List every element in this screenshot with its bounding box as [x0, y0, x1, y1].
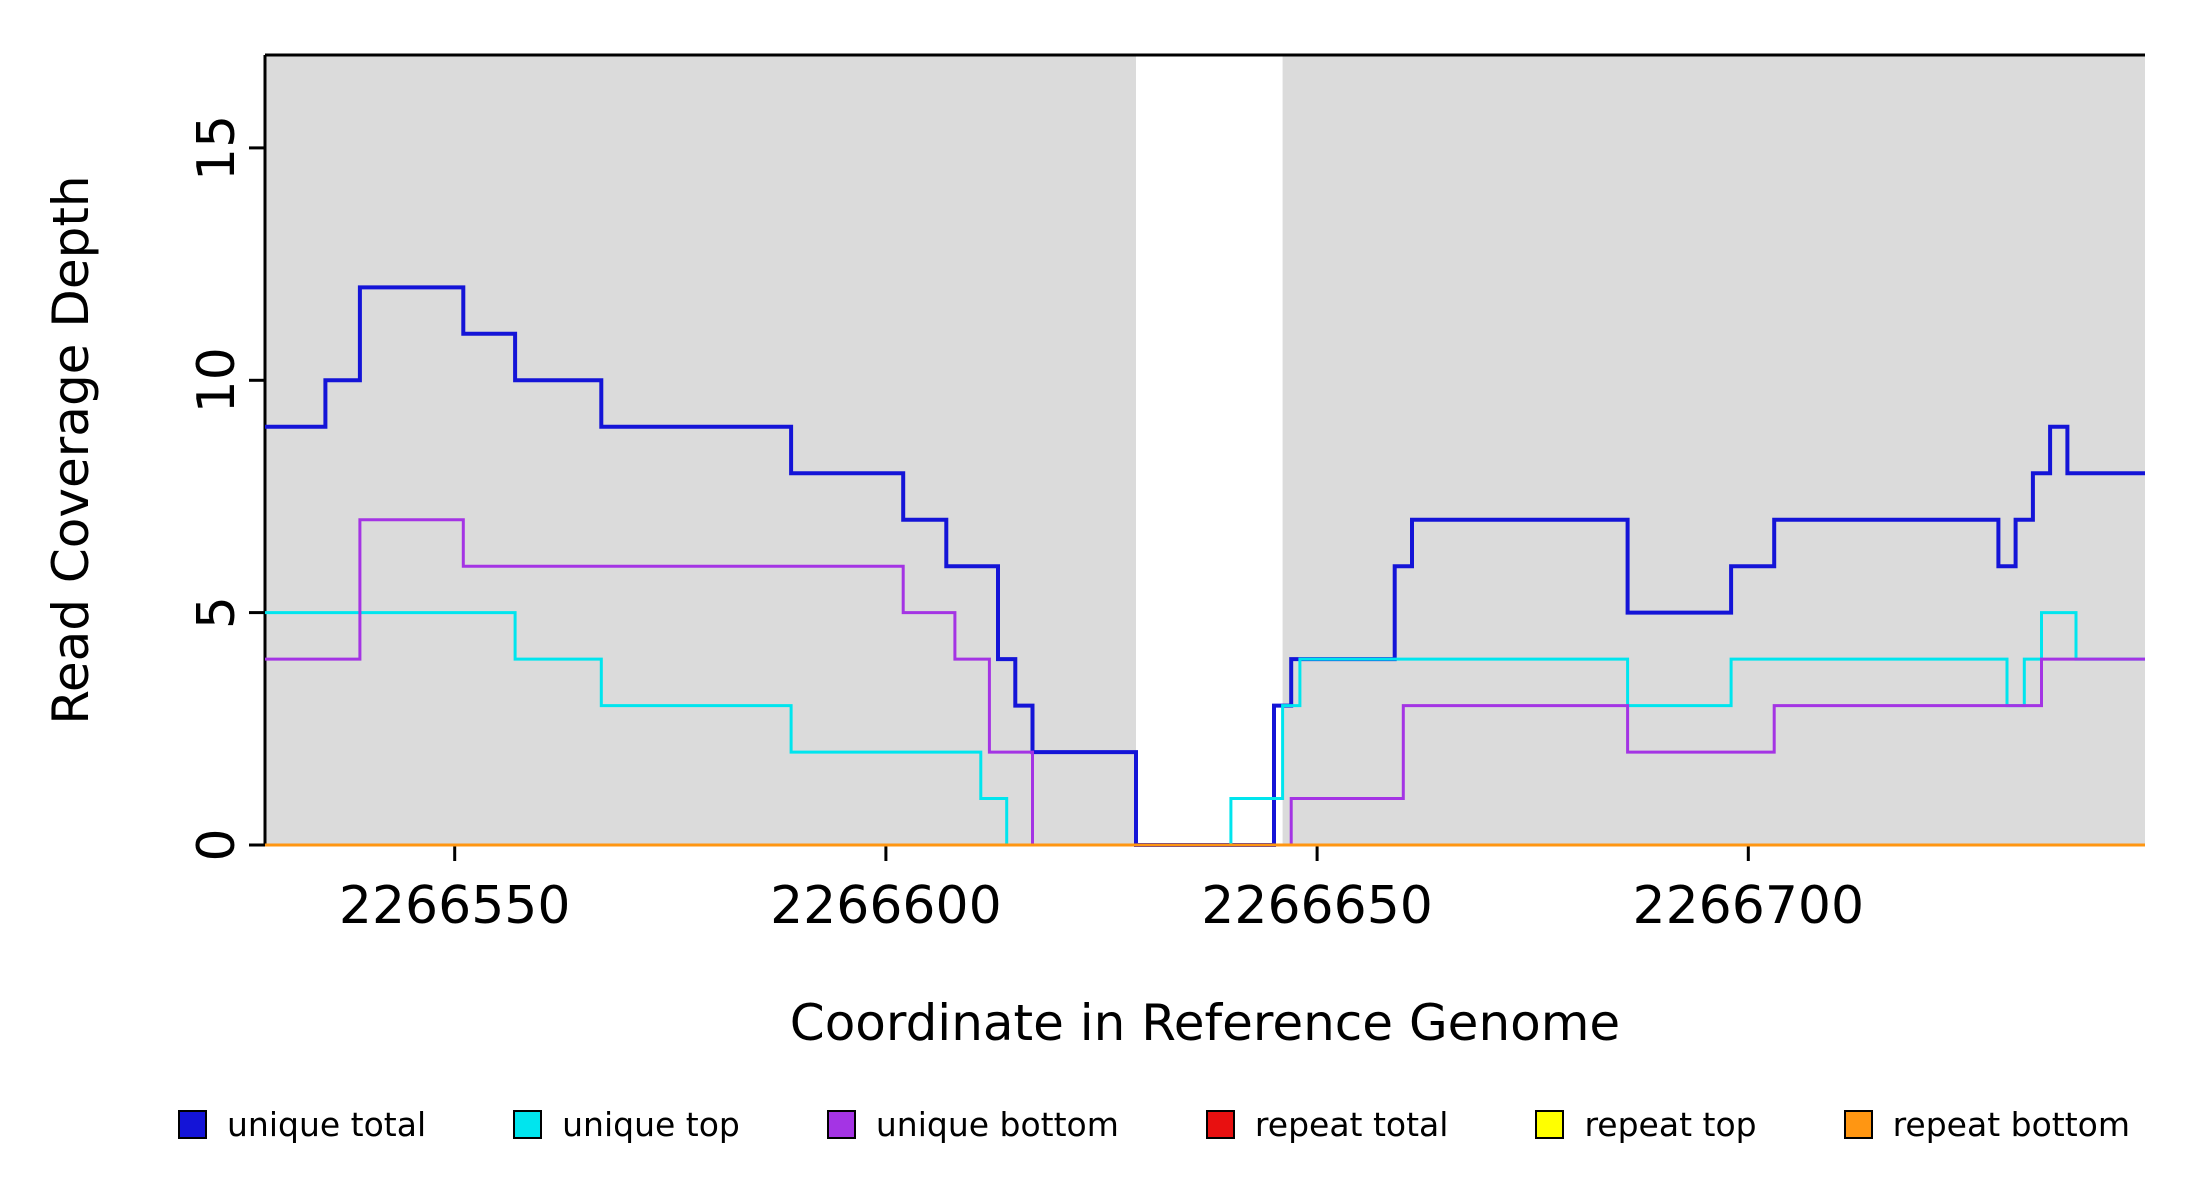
legend-swatch-icon	[826, 1110, 856, 1139]
shaded-region	[1282, 55, 2145, 845]
x-tick-label: 2266600	[770, 876, 1002, 936]
legend-label: unique top	[562, 1105, 740, 1144]
legend-item-repeat-bottom: repeat bottom	[1843, 1105, 2130, 1144]
x-tick-label: 2266650	[1201, 876, 1433, 936]
legend-label: unique bottom	[875, 1105, 1119, 1144]
series-unique-top	[265, 611, 2145, 847]
series-unique-bottom	[265, 518, 2145, 847]
coverage-chart: 0 5 10 15 2266550 2266600 2266650 2266700 Read …	[42, 53, 2145, 1052]
legend-item-unique-total: unique total	[178, 1105, 426, 1144]
x-tick-label: 2266700	[1633, 876, 1865, 936]
legend-swatch-icon	[1535, 1110, 1565, 1139]
x-axis-label: Coordinate in Reference Genome	[790, 994, 1620, 1052]
legend-swatch-icon	[1205, 1110, 1235, 1139]
y-axis-label: Read Coverage Depth	[42, 175, 100, 724]
legend-label: unique total	[227, 1105, 427, 1144]
y-tick-label: 5	[187, 596, 247, 629]
shaded-region	[265, 55, 1136, 845]
legend-item-repeat-top: repeat top	[1535, 1105, 1757, 1144]
y-tick-label: 15	[187, 115, 247, 181]
legend: unique total unique top unique bottom repea…	[178, 1105, 2130, 1144]
legend-item-unique-top: unique top	[513, 1105, 740, 1144]
y-tick-label: 10	[187, 347, 247, 413]
legend-label: repeat top	[1584, 1105, 1757, 1144]
legend-swatch-icon	[1843, 1110, 1873, 1139]
legend-item-unique-bottom: unique bottom	[826, 1105, 1119, 1144]
legend-label: repeat bottom	[1892, 1105, 2130, 1144]
y-tick-label: 0	[187, 828, 247, 861]
plot-area: 0 5 10 15 2266550 2266600 2266650 2266700	[187, 53, 2145, 936]
legend-swatch-icon	[513, 1110, 543, 1139]
legend-swatch-icon	[178, 1110, 207, 1139]
legend-item-repeat-total: repeat total	[1205, 1105, 1449, 1144]
legend-label: repeat total	[1254, 1105, 1449, 1144]
x-tick-label: 2266550	[339, 876, 571, 936]
